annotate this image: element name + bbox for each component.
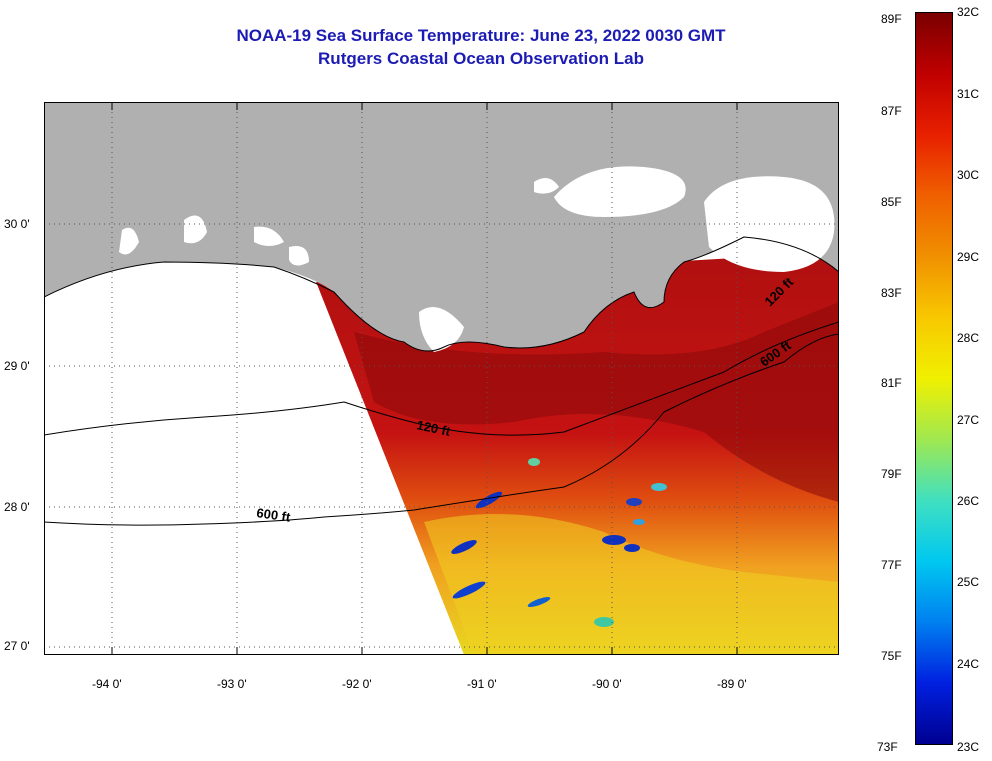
colorbar-c-26: 26C	[957, 494, 980, 508]
cool-spots	[451, 458, 667, 627]
colorbar-c-28: 28C	[957, 331, 980, 345]
colorbar-f-87: 87F	[881, 104, 902, 118]
map-title: NOAA-19 Sea Surface Temperature: June 23…	[236, 26, 726, 45]
colorbar-f-89: 89F	[881, 12, 902, 26]
lon-label-91: -91 0'	[467, 677, 497, 691]
lat-label-30: 30 0'	[4, 217, 30, 231]
colorbar-c-27: 27C	[957, 413, 980, 427]
warm-patch	[424, 514, 839, 655]
colorbar-c-29: 29C	[957, 250, 980, 264]
sst-map: 120 ft 120 ft 600 ft 600 ft	[44, 102, 839, 655]
lat-label-29: 29 0'	[4, 359, 30, 373]
colorbar-c-32: 32C	[957, 5, 980, 19]
cloud-areas	[119, 166, 835, 352]
colorbar-f-81: 81F	[881, 376, 902, 390]
colorbar-f-79: 79F	[881, 467, 902, 481]
lat-label-28: 28 0'	[4, 500, 30, 514]
coastline	[44, 236, 839, 352]
colorbar-f-83: 83F	[881, 286, 902, 300]
land-mass	[44, 102, 839, 351]
lon-label-92: -92 0'	[342, 677, 372, 691]
lon-label-89: -89 0'	[717, 677, 747, 691]
lon-label-90: -90 0'	[592, 677, 622, 691]
colorbar-c-24: 24C	[957, 657, 980, 671]
colorbar-f-73: 73F	[877, 740, 898, 754]
colorbar-f-77: 77F	[881, 558, 902, 572]
contour-label-600-west: 600 ft	[256, 505, 292, 525]
isobath-600ft	[44, 333, 839, 526]
lon-label-94: -94 0'	[92, 677, 122, 691]
temperature-colorbar	[915, 12, 953, 745]
lon-label-93: -93 0'	[217, 677, 247, 691]
isobath-120ft	[44, 321, 839, 436]
western-gulf-nodata	[44, 262, 464, 655]
frame-ticks	[111, 102, 738, 655]
hot-water-region	[354, 302, 839, 502]
colorbar-c-30: 30C	[957, 168, 980, 182]
colorbar-c-31: 31C	[957, 87, 980, 101]
colorbar-f-75: 75F	[881, 649, 902, 663]
colorbar-c-25: 25C	[957, 575, 980, 589]
contour-label-120-west: 120 ft	[415, 417, 452, 439]
lat-label-27: 27 0'	[4, 639, 30, 653]
graticule	[44, 102, 839, 655]
colorbar-c-23: 23C	[957, 740, 980, 754]
map-subtitle: Rutgers Coastal Ocean Observation Lab	[318, 49, 644, 68]
colorbar-f-85: 85F	[881, 195, 902, 209]
